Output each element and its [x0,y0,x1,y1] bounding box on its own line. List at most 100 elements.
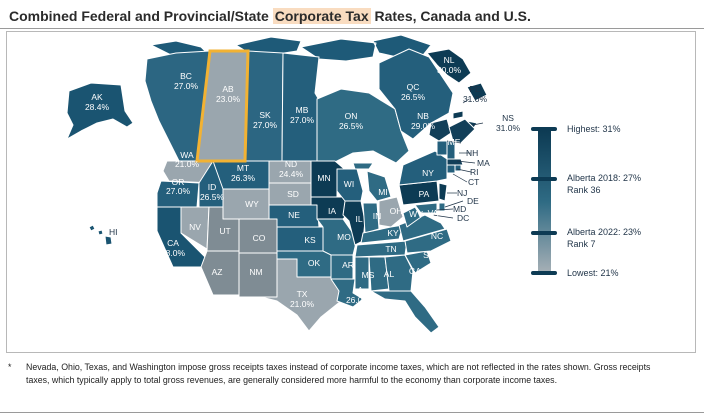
legend-tick-alberta-2018 [531,177,557,181]
region-NY [398,150,448,186]
label-KY-abbr: KY [387,228,399,238]
legend-alberta-2018-line2: Rank 36 [567,185,601,195]
label-ON-rate: 26.5% [339,121,364,131]
label-NV-abbr: NV [189,222,201,232]
region-IN [362,202,380,234]
label-HI-abbr: HI [109,227,118,237]
region-NC [404,228,452,254]
label-NS-rate: 31.0% [496,123,521,133]
title-prefix: Combined Federal and Provincial/State [9,8,273,24]
region-SK [244,50,284,162]
region-NJ [438,182,448,202]
label-MO-abbr: MO [337,232,351,242]
label-VA-abbr: VA [428,208,439,218]
title-suffix: Rates, Canada and U.S. [370,8,531,24]
label-CT-abbr: CT [468,177,479,187]
label-NY-abbr: NY [422,168,434,178]
label-OR-abbr: OR [172,177,185,187]
label-PE-abbr: PE [469,84,481,94]
label-LA-abbr: LA [353,285,364,295]
label-WI-abbr: WI [344,179,354,189]
label-WA-rate: 21.0% [175,159,200,169]
label-PE-rate: 31.0% [463,94,488,104]
chart-title: Combined Federal and Provincial/State Co… [9,8,531,24]
map-svg: AK 28.4% BC 27.0% AB 23.0% SK 27.0% MB 2… [66,34,641,334]
legend-color-bar [538,131,551,273]
label-CA-abbr: CA [167,238,179,248]
legend-tick-alberta-2022 [531,231,557,235]
region-MD [414,202,438,214]
region-NL [426,48,488,102]
label-SK-rate: 27.0% [253,120,278,130]
label-NH-abbr: NH [466,148,478,158]
label-ND-rate: 24.4% [279,169,304,179]
region-AZ [200,250,240,296]
label-LA-rate: 26.0% [346,295,371,305]
label-MB-abbr: MB [296,105,309,115]
label-WA-abbr: WA [180,150,194,160]
map-panel: AK 28.4% BC 27.0% AB 23.0% SK 27.0% MB 2… [6,31,696,353]
region-MA [446,158,464,166]
label-KS-abbr: KS [304,235,316,245]
legend-alberta-2018-line1: Alberta 2018: 27% [567,173,641,183]
label-NC-abbr: NC [431,231,443,241]
legend: Highest: 31% Alberta 2018: 27% Rank 36 A… [531,124,641,278]
region-AK [66,82,134,140]
label-WV-abbr: WV [409,209,423,219]
label-WY-abbr: WY [245,199,259,209]
label-DC-abbr: DC [457,213,469,223]
label-AR-abbr: AR [342,260,354,270]
region-GA [384,254,414,292]
region-KS [276,226,324,252]
region-WV [402,206,422,228]
region-VT [436,140,448,156]
label-AB-abbr: AB [222,84,234,94]
label-MN-abbr: MN [317,173,330,183]
region-MI [352,162,392,202]
label-NB-rate: 29.0% [411,121,436,131]
label-QC-abbr: QC [407,82,420,92]
region-IL [342,200,366,246]
label-ID-rate: 26.5% [200,192,225,202]
label-QC-rate: 26.5% [401,92,426,102]
label-IA-abbr: IA [328,206,336,216]
region-DE [438,202,446,212]
label-NJ-abbr: NJ [457,188,467,198]
label-IL-abbr: IL [355,214,362,224]
label-BC-abbr: BC [180,71,192,81]
leader-lines [432,98,484,219]
region-MS [354,256,370,290]
label-OR-rate: 27.0% [166,186,191,196]
label-MA-abbr: MA [477,158,490,168]
label-RI-abbr: RI [470,167,479,177]
legend-lowest: Lowest: 21% [567,268,619,278]
label-AZ-abbr: AZ [212,267,223,277]
legend-alberta-2022-line2: Rank 7 [567,239,596,249]
legend-tick-lowest [531,271,557,275]
label-IN-abbr: IN [373,211,382,221]
region-NB [428,118,452,142]
label-MB-rate: 27.0% [290,115,315,125]
label-MS-abbr: MS [362,270,375,280]
region-QC [378,48,454,140]
region-CT [446,164,456,174]
label-AK-rate: 28.4% [85,102,110,112]
footnote-text: Nevada, Ohio, Texas, and Washington impo… [26,362,651,385]
label-SD-abbr: SD [287,189,299,199]
label-NE-abbr: NE [288,210,300,220]
label-SC-abbr: SC [423,250,435,260]
label-ND-abbr: ND [285,159,297,169]
label-OH-abbr: OH [390,206,403,216]
label-ID-abbr: ID [208,182,217,192]
map-labels: AK 28.4% BC 27.0% AB 23.0% SK 27.0% MB 2… [85,55,521,309]
label-NL-abbr: NL [444,55,455,65]
region-FL [370,290,440,334]
label-FL-abbr: FL [432,299,442,309]
label-NM-abbr: NM [249,267,262,277]
bottom-rule [0,412,704,413]
label-NL-rate: 30.0% [437,65,462,75]
region-PE [452,110,464,120]
label-NB-abbr: NB [417,111,429,121]
label-AL-abbr: AL [384,269,395,279]
label-MI-abbr: MI [378,187,387,197]
